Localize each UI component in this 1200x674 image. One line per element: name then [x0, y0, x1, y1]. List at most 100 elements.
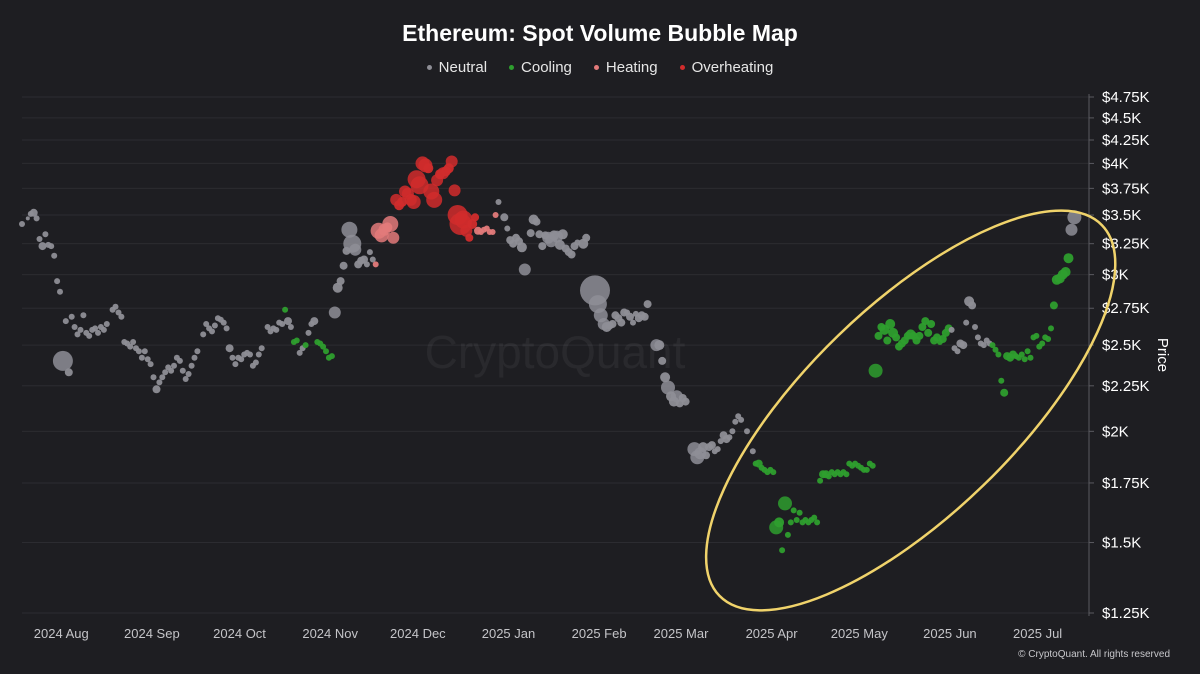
bubble-neutral — [744, 428, 750, 435]
bubble-neutral — [209, 328, 215, 335]
y-tick-label: $2.25K — [1102, 378, 1150, 395]
y-tick-label: $1.5K — [1102, 535, 1141, 552]
bubble-cooling — [1021, 356, 1028, 363]
bubble-neutral — [150, 374, 157, 381]
legend-item-overheating[interactable]: Overheating — [679, 59, 773, 76]
bubble-neutral — [33, 215, 40, 222]
bubble-cooling — [883, 336, 892, 345]
bubble-neutral — [152, 385, 161, 394]
bubble-neutral — [54, 278, 61, 285]
bubble-neutral — [366, 249, 373, 256]
bubble-neutral — [284, 317, 292, 326]
bubble-neutral — [185, 371, 192, 377]
bubble-neutral — [138, 354, 145, 361]
bubble-cooling — [918, 323, 927, 331]
bubble-neutral — [339, 261, 348, 270]
bubble-cooling — [995, 351, 1002, 358]
y-tick-label: $3.75K — [1102, 180, 1150, 197]
x-axis: 2024 Aug 2024 Sep 2024 Oct 2024 Nov 2024 Dec… — [34, 626, 1063, 641]
bubble-neutral — [538, 242, 547, 251]
bubble-cooling — [1045, 336, 1052, 342]
bubble-neutral — [608, 320, 617, 328]
bubble-neutral — [567, 250, 576, 259]
bubble-cooling — [868, 363, 883, 378]
bubble-cooling — [936, 339, 943, 345]
bubble-neutral — [654, 340, 665, 351]
bubble-cooling — [1027, 354, 1034, 361]
bubble-cooling — [774, 517, 785, 528]
bubble-neutral — [211, 322, 218, 329]
bubble-cooling — [282, 306, 289, 313]
legend-item-heating[interactable]: Heating — [593, 59, 658, 76]
bubble-cooling — [293, 337, 300, 344]
bubble-neutral — [188, 362, 195, 369]
legend-label-heating: Heating — [605, 59, 658, 76]
x-tick-label: 2024 Oct — [213, 626, 266, 641]
bubble-neutral — [972, 324, 978, 330]
bubble-neutral — [232, 361, 239, 368]
bubble-neutral — [144, 356, 151, 363]
y-tick-label: $4.5K — [1102, 110, 1141, 127]
y-axis-title: Price — [1154, 338, 1171, 372]
bubble-neutral — [640, 312, 649, 321]
bubble-neutral — [71, 324, 78, 330]
x-tick-label: 2025 Jan — [482, 626, 536, 641]
bubble-neutral — [203, 321, 210, 327]
bubble-neutral — [369, 256, 376, 263]
bubble-neutral — [617, 318, 626, 327]
data-points — [19, 155, 1082, 554]
bubble-neutral — [273, 326, 280, 333]
bubble-neutral — [118, 313, 125, 320]
bubble-neutral — [974, 334, 981, 341]
bubble-cooling — [752, 460, 759, 467]
bubble-cooling — [1060, 267, 1071, 277]
x-tick-label: 2025 Jul — [1013, 626, 1062, 641]
bubble-neutral — [86, 332, 93, 339]
bubble-cooling — [811, 514, 818, 521]
bubble-cooling — [1048, 325, 1054, 332]
y-tick-label: $3.25K — [1102, 236, 1150, 253]
bubble-overheating — [443, 163, 454, 174]
x-tick-label: 2024 Dec — [390, 626, 446, 641]
bubble-neutral — [698, 442, 709, 453]
bubble-neutral — [954, 348, 961, 355]
bubble-cooling — [915, 331, 924, 340]
bubble-neutral — [238, 356, 245, 363]
legend-item-cooling[interactable]: Cooling — [509, 59, 572, 76]
bubble-cooling — [784, 531, 791, 538]
bubble-cooling — [1049, 301, 1058, 310]
bubble-neutral — [77, 326, 84, 333]
bubble-neutral — [582, 233, 591, 242]
bubble-cooling — [323, 348, 329, 355]
bubble-neutral — [535, 230, 544, 239]
bubble-neutral — [557, 229, 568, 240]
bubble-neutral — [100, 326, 107, 333]
bubble-neutral — [64, 368, 73, 377]
bubble-cooling — [770, 469, 777, 476]
bubble-neutral — [342, 246, 351, 255]
bubble-overheating — [426, 191, 443, 208]
bubble-neutral — [1065, 223, 1078, 236]
bubble-cooling — [863, 466, 870, 473]
bubble-cooling — [992, 346, 999, 353]
bubble-neutral — [112, 303, 119, 310]
bubble-neutral — [255, 351, 262, 358]
bubble-neutral — [62, 318, 69, 325]
bubble-cooling — [989, 342, 996, 349]
bubble-neutral — [103, 321, 110, 327]
bubble-cooling — [787, 519, 794, 526]
bubble-neutral — [738, 416, 745, 423]
bubble-neutral — [42, 231, 49, 238]
x-tick-label: 2024 Aug — [34, 626, 89, 641]
bubble-neutral — [968, 301, 977, 310]
legend-item-neutral[interactable]: Neutral — [426, 59, 487, 76]
bubble-neutral — [220, 319, 227, 326]
bubble-neutral — [726, 434, 733, 441]
bubble-cooling — [793, 517, 800, 523]
bubble-neutral — [305, 329, 312, 336]
bubble-neutral — [328, 306, 341, 319]
bubble-neutral — [360, 255, 368, 264]
bubble-overheating — [404, 193, 417, 206]
bubble-cooling — [1000, 388, 1009, 397]
bubble-cooling — [927, 320, 936, 328]
